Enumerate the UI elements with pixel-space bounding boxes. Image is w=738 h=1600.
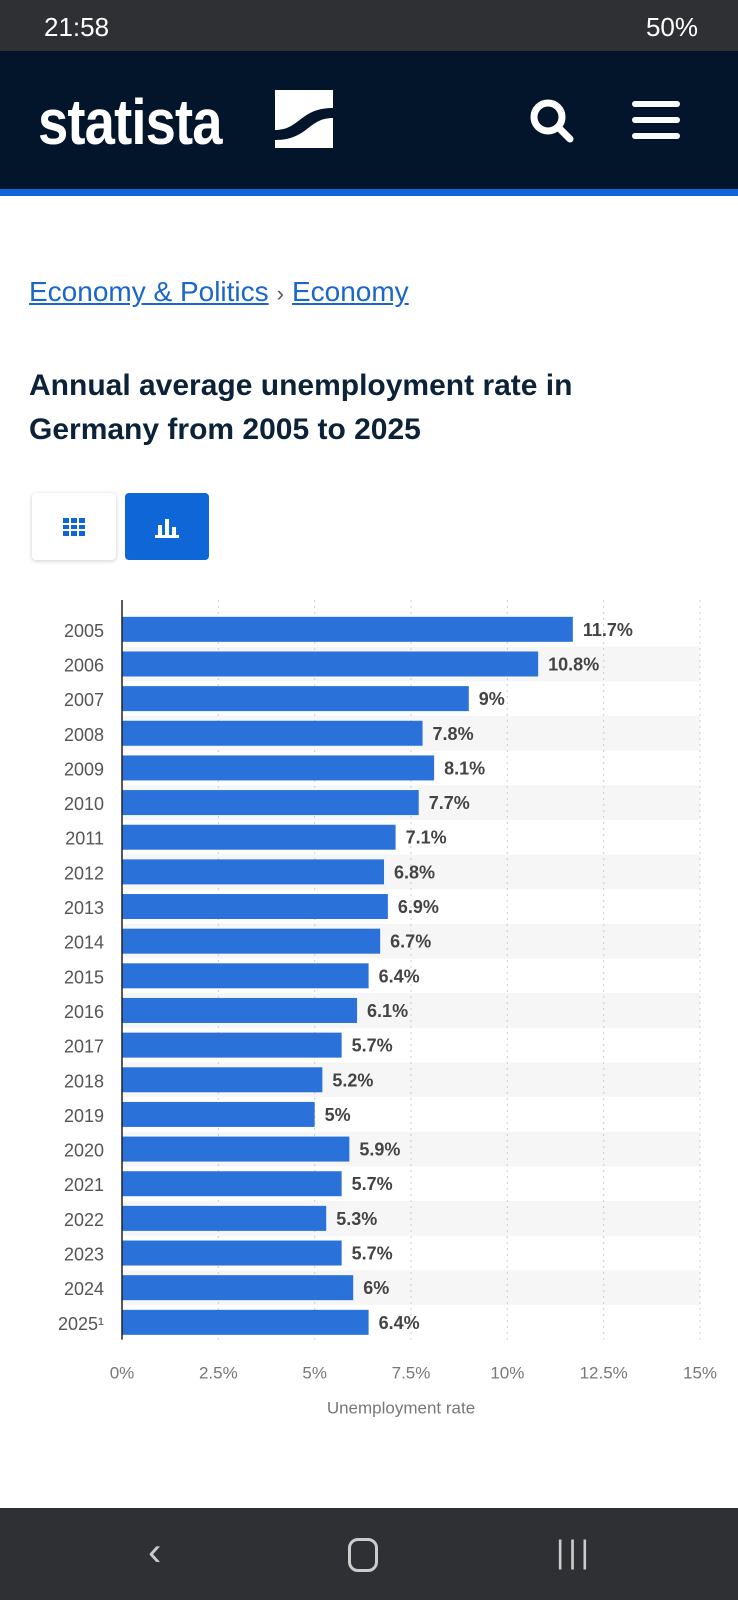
bar-2022 xyxy=(122,1205,327,1231)
bar-2015 xyxy=(122,963,369,989)
bar-2010 xyxy=(122,790,419,816)
bar-2008 xyxy=(122,720,423,746)
page-title: Annual average unemployment rate in Germ… xyxy=(29,369,573,446)
x-tick-label: 2.5% xyxy=(199,1364,238,1383)
bar-2016 xyxy=(122,997,358,1023)
y-tick-label: 2010 xyxy=(64,794,104,814)
y-tick-label: 2025¹ xyxy=(58,1314,104,1334)
bar-2013 xyxy=(122,894,388,920)
bar-2005 xyxy=(122,616,573,642)
statista-logo-mark-icon xyxy=(275,90,333,148)
data-label: 6.4% xyxy=(379,1313,420,1333)
battery-level: 50% xyxy=(645,12,698,42)
data-label: 5% xyxy=(325,1105,351,1125)
data-label: 5.2% xyxy=(332,1070,373,1090)
y-tick-label: 2024 xyxy=(64,1279,104,1299)
hamburger-menu-icon[interactable] xyxy=(632,99,680,141)
x-tick-label: 0% xyxy=(110,1364,135,1383)
x-tick-label: 7.5% xyxy=(392,1364,431,1383)
bar-2012 xyxy=(122,859,385,885)
data-label: 7.8% xyxy=(433,724,474,744)
data-label: 5.7% xyxy=(352,1174,393,1194)
android-nav-bar: ‹ ||| xyxy=(0,1508,738,1600)
search-icon[interactable] xyxy=(528,97,576,145)
y-tick-label: 2005 xyxy=(64,621,104,641)
bar-2017 xyxy=(122,1032,342,1058)
y-tick-label: 2013 xyxy=(64,898,104,918)
x-axis-title: Unemployment rate xyxy=(327,1399,475,1418)
data-label: 6.1% xyxy=(367,1001,408,1021)
bar-2009 xyxy=(122,755,435,781)
site-header: statista xyxy=(0,51,738,190)
bar-2023 xyxy=(122,1240,342,1266)
y-tick-label: 2011 xyxy=(65,829,104,849)
chart-view-button[interactable] xyxy=(125,493,209,560)
bar-2020 xyxy=(122,1136,350,1162)
bar-2025¹ xyxy=(122,1309,369,1335)
x-tick-label: 15% xyxy=(683,1364,717,1383)
y-tick-label: 2014 xyxy=(64,933,104,953)
data-label: 6.9% xyxy=(398,897,439,917)
bar-2011 xyxy=(122,824,396,850)
bar-2007 xyxy=(122,686,469,712)
y-tick-label: 2016 xyxy=(64,1002,104,1022)
bar-chart-icon xyxy=(155,518,179,538)
unemployment-bar-chart: 0% 2.5% 5% 7.5% 10% 12.5% 15% 11.7% 2005 10.8% 200… xyxy=(58,600,717,1418)
y-tick-label: 2020 xyxy=(64,1141,104,1161)
table-view-button[interactable] xyxy=(32,493,116,560)
data-label: 6% xyxy=(363,1278,389,1298)
breadcrumb: Economy & Politics › Economy xyxy=(29,276,409,308)
y-tick-label: 2022 xyxy=(64,1210,104,1230)
y-tick-label: 2017 xyxy=(64,1037,104,1057)
x-tick-label: 10% xyxy=(490,1364,524,1383)
y-tick-label: 2015 xyxy=(64,967,104,987)
data-label: 5.3% xyxy=(336,1209,377,1229)
bar-2019 xyxy=(122,1101,315,1127)
breadcrumb-economy[interactable]: Economy xyxy=(291,276,409,307)
y-tick-label: 2023 xyxy=(64,1245,104,1265)
home-icon[interactable] xyxy=(348,1538,378,1572)
data-label: 6.4% xyxy=(379,966,420,986)
recents-icon[interactable]: ||| xyxy=(556,1534,593,1570)
data-label: 9% xyxy=(479,689,505,709)
data-label: 8.1% xyxy=(444,758,485,778)
data-label: 10.8% xyxy=(548,654,599,674)
x-tick-label: 12.5% xyxy=(580,1364,628,1383)
data-label: 6.8% xyxy=(394,862,435,882)
bar-2024 xyxy=(122,1275,354,1301)
y-tick-label: 2007 xyxy=(64,690,104,710)
status-time: 21:58 xyxy=(44,12,110,42)
y-tick-label: 2012 xyxy=(64,863,104,883)
header-accent-bar xyxy=(0,189,738,196)
y-tick-label: 2021 xyxy=(64,1175,104,1195)
bar-2014 xyxy=(122,928,381,954)
data-label: 7.1% xyxy=(406,828,447,848)
data-label: 5.9% xyxy=(359,1140,400,1160)
grid-icon xyxy=(63,517,85,536)
y-tick-label: 2006 xyxy=(64,655,104,675)
breadcrumb-economy-politics[interactable]: Economy & Politics xyxy=(29,276,269,307)
breadcrumb-separator: › xyxy=(276,281,284,306)
x-tick-label: 5% xyxy=(302,1364,327,1383)
bar-2018 xyxy=(122,1067,323,1093)
y-tick-label: 2019 xyxy=(64,1106,104,1126)
y-tick-label: 2009 xyxy=(64,759,104,779)
data-label: 11.7% xyxy=(583,620,633,640)
data-label: 7.7% xyxy=(429,793,470,813)
y-tick-label: 2008 xyxy=(64,725,104,745)
bar-2006 xyxy=(122,651,539,677)
back-icon[interactable]: ‹ xyxy=(148,1530,162,1574)
bar-2021 xyxy=(122,1171,342,1197)
data-label: 5.7% xyxy=(352,1244,393,1264)
y-tick-label: 2018 xyxy=(64,1071,104,1091)
statista-logo[interactable]: statista xyxy=(38,86,223,158)
data-label: 6.7% xyxy=(390,932,431,952)
data-label: 5.7% xyxy=(352,1036,393,1056)
status-bar: 21:58 50% xyxy=(0,0,738,51)
